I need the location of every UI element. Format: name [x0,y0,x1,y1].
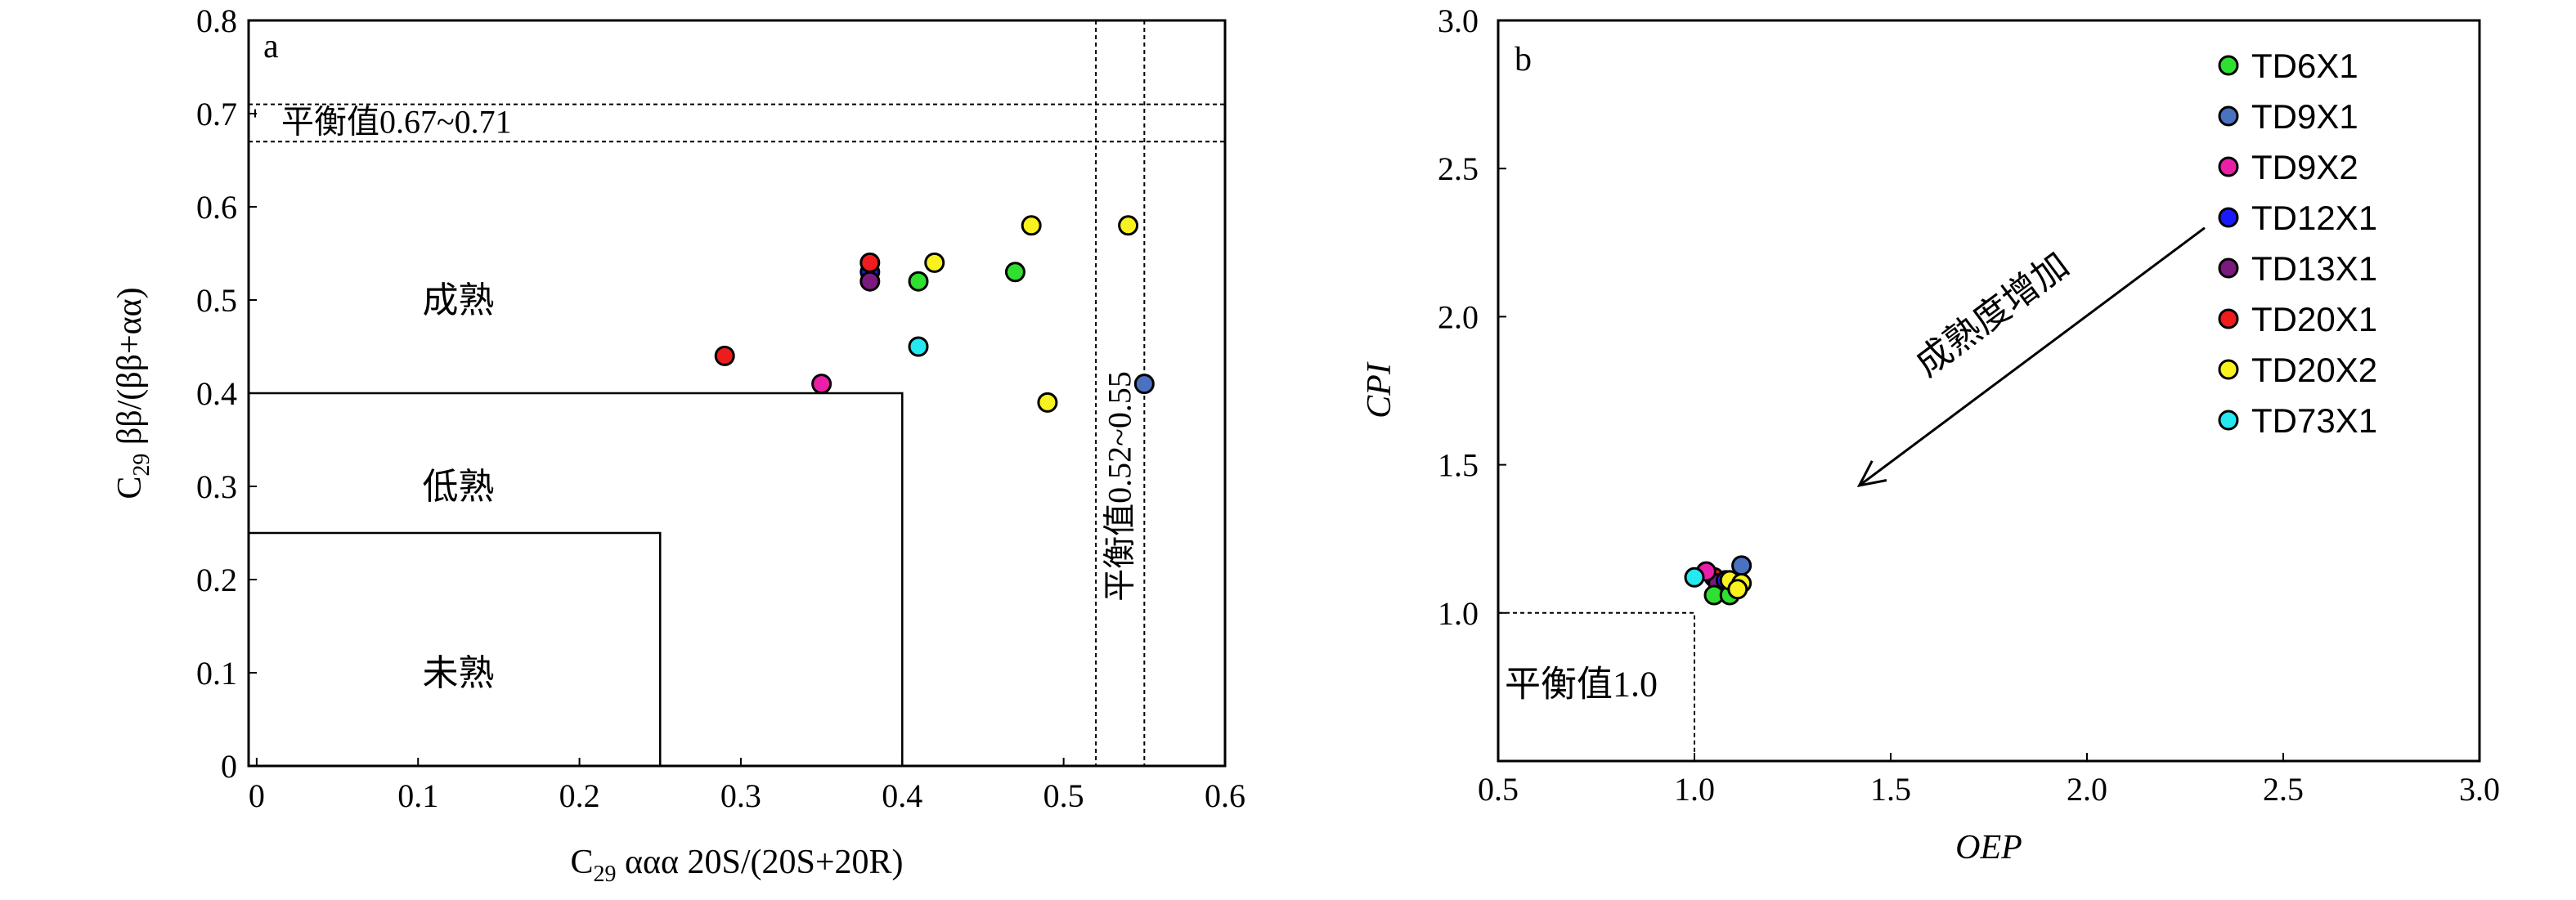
arrow-label: 成熟度增加 [1908,244,2076,384]
panel-b-points [1684,555,1752,606]
arrow-shaft [1858,226,2206,487]
x-tick-label: 0.5 [1043,777,1084,814]
y-tick-label: 2.5 [1438,150,1479,187]
y-tick-label: 0.1 [196,655,237,692]
region-label-immature: 未熟 [423,653,495,693]
legend-marker-td9x1 [2218,105,2239,127]
x-tick-label: 0.1 [397,777,438,814]
data-point-td20x2 [1118,215,1139,236]
legend-label-td13x1: TD13X1 [2251,249,2377,288]
panel-b-legend: TD6X1 TD9X1 TD9X2 TD12X1 TD13X1 TD20X1 TD20X2 T… [2218,47,2377,440]
data-point-td20x1 [859,252,881,273]
y-tick-label: 0.7 [196,96,237,132]
y-tick-label: 2.0 [1438,298,1479,335]
data-point-td9x2 [811,374,832,395]
panel-a-letter: a [263,28,279,65]
y-tick-label: 0.3 [196,468,237,505]
panel-b: b 0.5 1.0 1.5 2.0 2.5 3.0 1.0 1.5 2.0 2.5 3.0 平衡值… [1361,2,2500,866]
vertical-band-label: 平衡值0.52~0.55 [1102,371,1138,602]
panel-b-y-axis-label: CPI [1361,361,1398,419]
panel-a-y-axis-label: C29 ββ/(ββ+αα) [111,287,155,499]
legend-label-td9x2: TD9X2 [2251,148,2358,186]
data-point-td9x1 [1133,374,1155,395]
panel-a-x-ticks: 0 0.1 0.2 0.3 0.4 0.5 0.6 [249,758,1245,814]
x-tick-label: 3.0 [2459,771,2500,808]
x-tick-label: 1.5 [1870,771,1911,808]
y-tick-label: 1.0 [1438,595,1479,632]
data-point-td6x1 [1004,262,1025,283]
panel-a-points [714,215,1155,413]
arrow-head [1856,460,1887,488]
data-point-td20x2 [1021,215,1042,236]
legend-marker-td73x1 [2218,410,2239,431]
x-tick-label: 0.3 [720,777,761,814]
legend-marker-td6x1 [2218,55,2239,76]
legend-label-td20x1: TD20X1 [2251,300,2377,338]
low-maturity-boundary [249,392,904,766]
legend-label-td20x2: TD20X2 [2251,351,2377,389]
x-tick-label: 2.0 [2067,771,2107,808]
y-tick-label: 0.5 [196,282,237,319]
data-point-td20x2 [924,252,945,273]
panel-b-letter: b [1515,41,1532,78]
legend-marker-td20x1 [2218,308,2239,329]
x-tick-label: 1.0 [1674,771,1715,808]
x-tick-label: 0.4 [882,777,922,814]
x-tick-label: 0 [249,777,265,814]
y-tick-label: 1.5 [1438,447,1479,484]
panel-a: a 0 0.1 0.2 0.3 0.4 0.5 0.6 0 0.1 0.2 0.3 0.4 0.5 0.… [111,2,1245,887]
data-point-td20x2 [1727,579,1748,600]
legend-marker-td12x1 [2218,207,2239,228]
equilibrium-box [1498,611,1695,761]
data-point-td13x1 [859,271,881,292]
horizontal-band-label: 平衡值0.67~0.71 [281,103,512,140]
legend-label-td9x1: TD9X1 [2251,97,2358,136]
panel-b-x-ticks: 0.5 1.0 1.5 2.0 2.5 3.0 [1478,753,2500,808]
panel-a-equilibrium-bands: 平衡值0.67~0.71 平衡值0.52~0.55 [249,20,1225,766]
legend-marker-td20x2 [2218,359,2239,380]
panel-b-x-axis-label: OEP [1955,829,2022,866]
y-tick-label: 0.4 [196,375,237,412]
x-tick-label: 0.6 [1205,777,1245,814]
data-point-td73x1 [908,336,929,357]
panel-b-frame [1497,19,2481,763]
legend-marker-td13x1 [2218,257,2239,279]
x-tick-label: 0.5 [1478,771,1519,808]
x-tick-label: 2.5 [2263,771,2304,808]
data-point-td73x1 [1684,566,1705,588]
panel-b-trend-arrow: 成熟度增加 [1856,226,2206,488]
y-tick-label: 0.6 [196,189,237,226]
region-label-mature: 成熟 [423,280,495,320]
legend-label-td73x1: TD73X1 [2251,401,2377,440]
legend-marker-td9x2 [2218,156,2239,177]
y-tick-label: 0.2 [196,562,237,598]
data-point-td6x1 [908,271,929,292]
data-point-td20x1 [714,345,735,366]
y-tick-label: 3.0 [1438,2,1479,39]
region-label-low-mature: 低熟 [423,467,495,507]
panel-b-y-ticks: 1.0 1.5 2.0 2.5 3.0 [1438,2,1506,632]
panel-a-x-axis-label: C29 ααα 20S/(20S+20R) [570,844,903,887]
panel-b-equilibrium: 平衡值1.0 [1498,611,1695,761]
data-point-td20x2 [1037,392,1058,413]
legend-label-td6x1: TD6X1 [2251,47,2358,85]
panel-a-y-ticks: 0 0.1 0.2 0.3 0.4 0.5 0.6 0.7 0.8 [196,2,257,785]
y-tick-label: 0.8 [196,2,237,39]
x-tick-label: 0.2 [559,777,600,814]
immature-boundary [249,531,662,766]
y-tick-label: 0 [221,748,237,785]
equilibrium-label: 平衡值1.0 [1505,664,1658,704]
legend-label-td12x1: TD12X1 [2251,199,2377,237]
